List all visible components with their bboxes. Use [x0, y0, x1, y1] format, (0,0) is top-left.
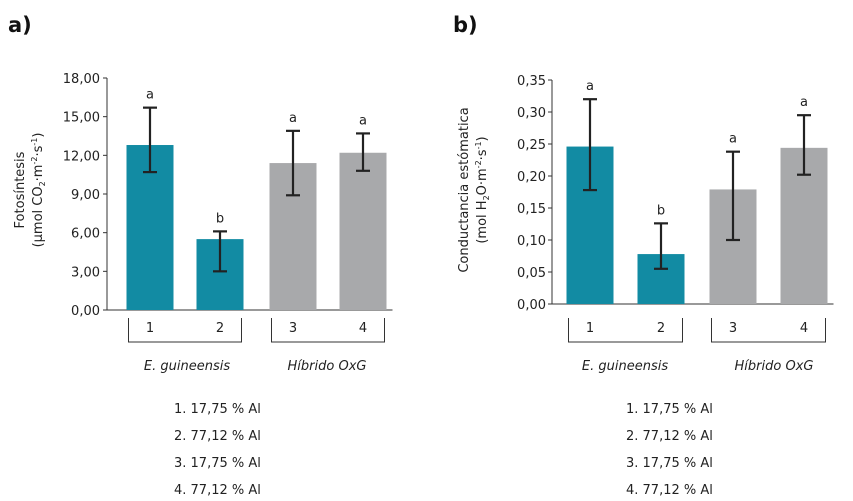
category-label: 2 — [216, 321, 224, 336]
legend-item-2: 2. 77,12 % Al — [174, 429, 261, 444]
error-bar — [143, 106, 157, 174]
legend-item-4: 4. 77,12 % Al — [626, 483, 713, 497]
group-label-hibrido: Híbrido OxG — [735, 359, 814, 374]
y-tick-label: 0,35 — [517, 74, 546, 89]
category-label: 3 — [729, 321, 737, 336]
category-label: 4 — [359, 321, 367, 336]
category-label: 1 — [586, 321, 594, 336]
error-bar — [356, 132, 370, 172]
y-axis-title-line2: (mol H2O·m-2·s-1) — [474, 136, 491, 243]
significance-letter: a — [800, 95, 808, 110]
significance-letter: a — [289, 111, 297, 126]
panel-label-a: a) — [8, 13, 32, 37]
y-tick-label: 12,00 — [63, 149, 100, 164]
category-label: 4 — [800, 321, 808, 336]
y-tick-label: 0,05 — [517, 266, 546, 281]
category-label: 3 — [289, 321, 297, 336]
legend-item-3: 3. 17,75 % Al — [174, 456, 261, 471]
error-bar — [213, 230, 227, 273]
significance-letter: b — [216, 211, 224, 226]
significance-letter: a — [146, 88, 154, 103]
y-tick-label: 3,00 — [71, 265, 100, 280]
y-tick-label: 6,00 — [71, 227, 100, 242]
y-axis-title-line2: (μmol CO2·m-2·s-1) — [30, 133, 47, 248]
significance-letter: a — [586, 79, 594, 94]
group-label-e-guineensis: E. guineensis — [582, 359, 668, 374]
y-tick-label: 0,00 — [517, 298, 546, 313]
legend-a: 1. 17,75 % Al 2. 77,12 % Al 3. 17,75 % A… — [174, 402, 261, 498]
y-axis-title-line1: Fotosíntesis — [13, 151, 28, 228]
bar — [339, 152, 387, 310]
legend-item-4: 4. 77,12 % Al — [174, 483, 261, 497]
group-bracket — [711, 318, 826, 343]
y-tick-label: 0,00 — [71, 304, 100, 319]
group-bracket — [271, 318, 385, 343]
significance-letter: a — [359, 113, 367, 128]
panel-label-b: b) — [453, 13, 478, 37]
significance-letter: b — [657, 203, 665, 218]
y-axis-title-b: Conductancia estómatica (mol H2O·m-2·s-1… — [457, 107, 491, 272]
group-bracket — [568, 318, 683, 343]
group-label-e-guineensis: E. guineensis — [144, 359, 230, 374]
y-tick-label: 0,30 — [517, 106, 546, 121]
y-axis-title-a: Fotosíntesis (μmol CO2·m-2·s-1) — [13, 133, 47, 248]
y-tick-label: 9,00 — [71, 188, 100, 203]
error-bar — [286, 129, 300, 197]
legend-item-2: 2. 77,12 % Al — [626, 429, 713, 444]
legend-b: 1. 17,75 % Al 2. 77,12 % Al 3. 17,75 % A… — [626, 402, 713, 498]
y-tick-label: 0,25 — [517, 138, 546, 153]
y-tick-label: 0,15 — [517, 202, 546, 217]
legend-item-1: 1. 17,75 % Al — [174, 402, 261, 417]
group-label-hibrido: Híbrido OxG — [288, 359, 367, 374]
significance-letter: a — [729, 132, 737, 147]
error-bar — [654, 222, 668, 270]
legend-item-3: 3. 17,75 % Al — [626, 456, 713, 471]
error-bar — [726, 150, 740, 242]
group-bracket — [128, 318, 242, 343]
y-tick-label: 15,00 — [63, 111, 100, 126]
legend-item-1: 1. 17,75 % Al — [626, 402, 713, 417]
error-bar — [583, 98, 597, 192]
category-label: 1 — [146, 321, 154, 336]
category-label: 2 — [657, 321, 665, 336]
y-axis-title-line1: Conductancia estómatica — [457, 107, 472, 272]
y-tick-label: 0,20 — [517, 170, 546, 185]
panel-a: a) Fotosíntesis (μmol CO2·m-2·s-1) E. gu… — [8, 13, 393, 374]
y-tick-label: 0,10 — [517, 234, 546, 249]
y-tick-label: 18,00 — [63, 72, 100, 87]
error-bar — [797, 114, 811, 176]
panel-b: b) Conductancia estómatica (mol H2O·m-2·… — [453, 13, 834, 374]
